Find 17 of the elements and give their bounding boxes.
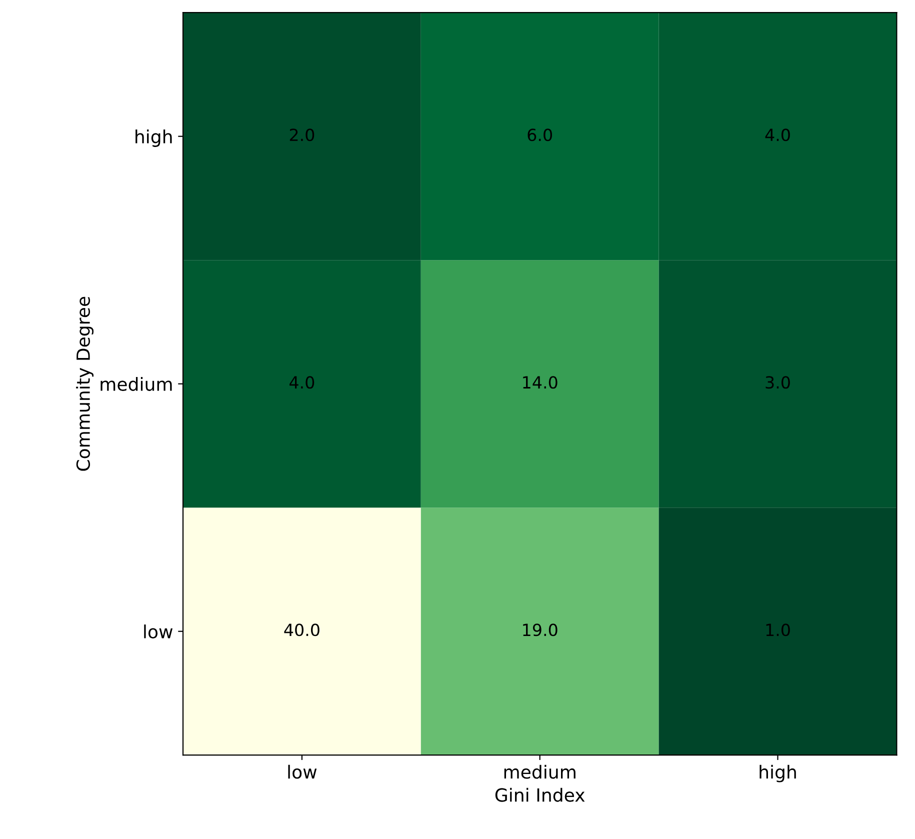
x-tick-label: high <box>760 764 796 782</box>
data-label: 19.0 <box>523 624 558 636</box>
x-tick-label: low <box>288 764 317 779</box>
y-axis-title: Community Degree <box>76 296 94 471</box>
y-tick-label: low <box>144 624 173 638</box>
y-tick-label: high <box>136 129 172 147</box>
data-label: 6.0 <box>528 128 552 142</box>
y-tick-label: medium <box>100 376 172 391</box>
data-label: 14.0 <box>523 376 558 389</box>
data-label: 2.0 <box>290 128 314 142</box>
x-tick-label: medium <box>504 764 576 779</box>
data-label: 4.0 <box>765 128 790 142</box>
data-label: 40.0 <box>284 624 320 636</box>
data-label: 3.0 <box>766 376 790 389</box>
data-label: 4.0 <box>290 376 314 389</box>
data-label: 1.0 <box>766 624 790 636</box>
x-axis-title: Gini Index <box>495 788 585 802</box>
